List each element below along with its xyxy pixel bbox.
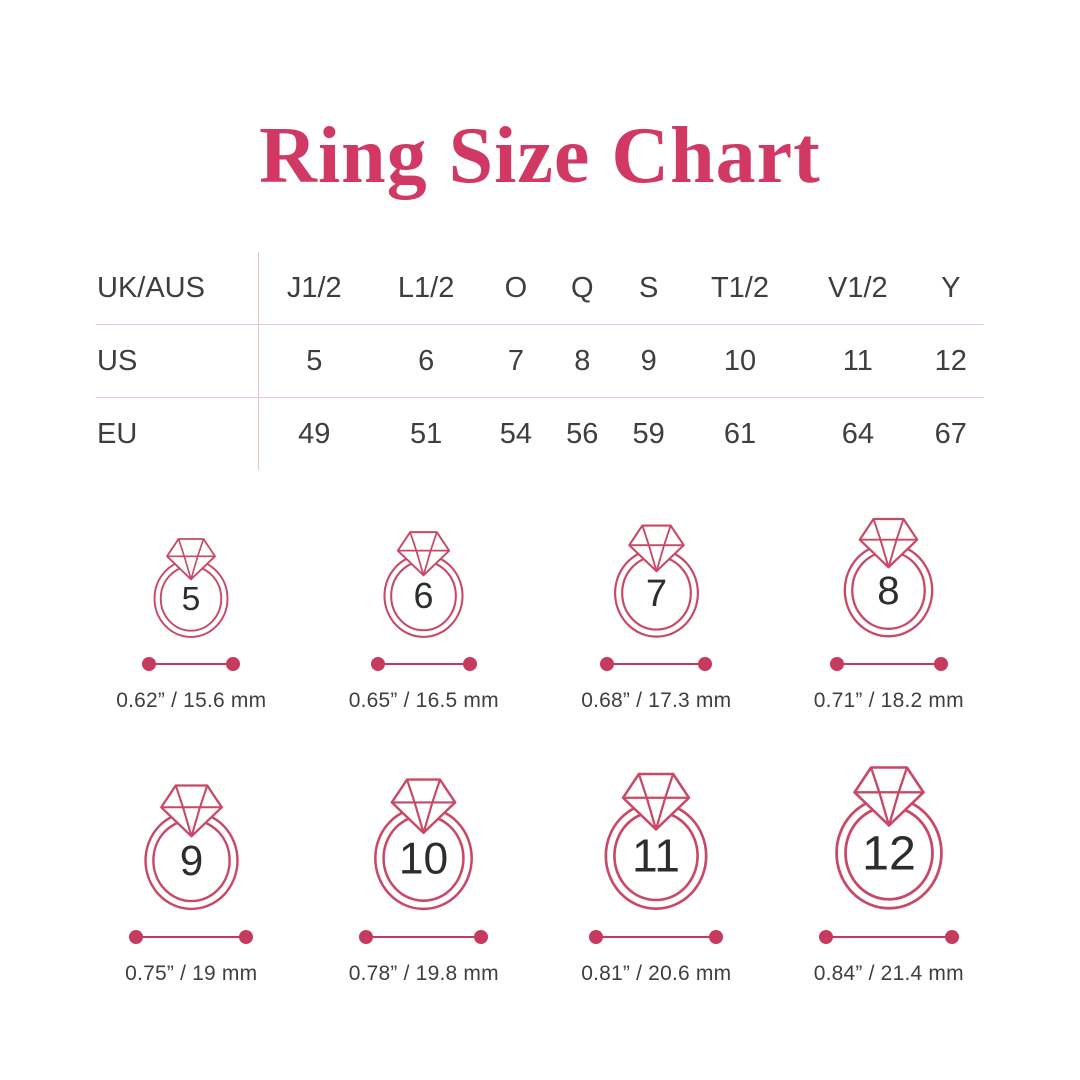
- diamond-facets: [860, 518, 918, 568]
- diamond-facets: [623, 773, 690, 830]
- size-cell: 64: [841, 417, 874, 450]
- ring-card-size-7: 7 0.68” / 17.3 mm: [581, 519, 731, 713]
- size-conversion-table: UK/AUS J1/2 L1/2 O Q S T1/2 V1/2 Y US 5 …: [96, 252, 984, 470]
- diamond-ring-icon: 12: [834, 766, 943, 910]
- diameter-line: [818, 930, 959, 944]
- row-label-uk-aus: UK/AUS: [96, 252, 259, 325]
- diamond-facets: [398, 531, 450, 576]
- ring-size-number: 12: [862, 827, 916, 881]
- ring-card-size-6: 6 0.65” / 16.5 mm: [349, 526, 499, 713]
- row-label-eu: EU: [96, 397, 259, 470]
- diamond-facets: [161, 785, 222, 837]
- ring-card-size-8: 8 0.71” / 18.2 mm: [814, 512, 964, 713]
- diamond-ring-icon: 7: [613, 524, 699, 638]
- size-cell: 49: [298, 417, 331, 450]
- table-row-us: US 5 6 7 8 9 10 11 12: [96, 324, 984, 398]
- diamond-icon: [390, 778, 457, 835]
- page-title: Ring Size Chart: [259, 112, 821, 200]
- size-cell: 8: [549, 324, 616, 398]
- size-cell: T1/2: [681, 252, 799, 325]
- diamond-icon: [397, 531, 451, 577]
- size-cell: L1/2: [369, 252, 483, 325]
- size-cell: 54: [499, 417, 533, 450]
- size-cell: Q: [549, 252, 616, 325]
- size-cell: 7: [482, 324, 550, 398]
- row-label-us: US: [96, 324, 259, 398]
- ring-size-number: 5: [182, 581, 201, 618]
- diamond-icon: [166, 538, 217, 581]
- size-cell: 5: [258, 324, 370, 398]
- size-cell: 59: [632, 417, 665, 450]
- diameter-label: 0.62” / 15.6 mm: [116, 689, 267, 712]
- size-cell: 10: [681, 324, 799, 398]
- diameter-line: [370, 657, 477, 671]
- diameter-label: 0.68” / 17.3 mm: [581, 689, 732, 712]
- diameter-line: [359, 930, 489, 944]
- diameter-label: 0.65” / 16.5 mm: [348, 689, 499, 712]
- ring-size-number: 7: [646, 572, 667, 615]
- diamond-ring-icon: 10: [374, 778, 474, 911]
- diamond-icon: [627, 524, 685, 573]
- size-cell: 11: [798, 324, 918, 398]
- ring-card-size-12: 12 0.84” / 21.4 mm: [814, 759, 964, 986]
- size-cell: 6: [369, 324, 483, 398]
- diamond-icon: [621, 772, 691, 831]
- diamond-icon: [858, 517, 919, 569]
- diamond-ring-icon: 9: [144, 784, 239, 911]
- size-cell: 9: [615, 324, 682, 398]
- diameter-label: 0.84” / 21.4 mm: [813, 962, 964, 985]
- diameter-line: [600, 657, 713, 671]
- ring-card-size-10: 10 0.78” / 19.8 mm: [349, 772, 499, 986]
- size-cell: O: [482, 252, 550, 325]
- diamond-ring-icon: 8: [843, 517, 934, 638]
- table-row-uk-aus: UK/AUS J1/2 L1/2 O Q S T1/2 V1/2 Y: [96, 252, 984, 325]
- diamond-ring-icon: 5: [153, 538, 229, 638]
- size-cell: 67: [934, 417, 967, 450]
- ring-size-number: 10: [399, 834, 448, 883]
- ring-size-number: 9: [179, 837, 203, 884]
- size-cell: 56: [566, 417, 599, 450]
- diameter-line: [142, 657, 241, 671]
- size-cell: J1/2: [258, 252, 370, 325]
- size-cell: S: [615, 252, 682, 325]
- ring-size-number: 6: [414, 575, 434, 616]
- diameter-label: 0.71” / 18.2 mm: [813, 689, 964, 712]
- size-cell: 61: [723, 417, 757, 450]
- diamond-facets: [167, 538, 216, 580]
- ring-card-size-9: 9 0.75” / 19 mm: [125, 778, 257, 986]
- diameter-line: [829, 657, 948, 671]
- diamond-facets: [854, 767, 924, 826]
- diamond-facets: [392, 779, 456, 834]
- ring-card-size-5: 5 0.62” / 15.6 mm: [116, 533, 266, 713]
- diameter-label: 0.81” / 20.6 mm: [581, 962, 732, 985]
- diameter-label: 0.78” / 19.8 mm: [348, 962, 499, 985]
- size-cell: 51: [410, 417, 443, 450]
- size-cell: V1/2: [798, 252, 918, 325]
- diamond-icon: [159, 784, 223, 838]
- diamond-ring-icon: 11: [604, 772, 708, 910]
- ring-card-size-11: 11 0.81” / 20.6 mm: [581, 766, 731, 986]
- size-cell: 12: [917, 324, 984, 398]
- ring-size-number: 11: [632, 830, 680, 882]
- size-cell: Y: [917, 252, 984, 325]
- diamond-ring-icon: 6: [383, 531, 464, 638]
- ring-illustrations: 5 0.62” / 15.6 mm 6 0.65” / 16.5 mm: [75, 512, 1005, 986]
- table-row-eu: EU 49 51 54 56 59 61 64 67: [96, 397, 984, 470]
- diameter-line: [129, 930, 254, 944]
- diamond-icon: [852, 766, 925, 827]
- diameter-label: 0.75” / 19 mm: [125, 962, 258, 985]
- diamond-facets: [629, 525, 684, 572]
- ring-size-number: 8: [878, 568, 900, 613]
- diameter-line: [589, 930, 724, 944]
